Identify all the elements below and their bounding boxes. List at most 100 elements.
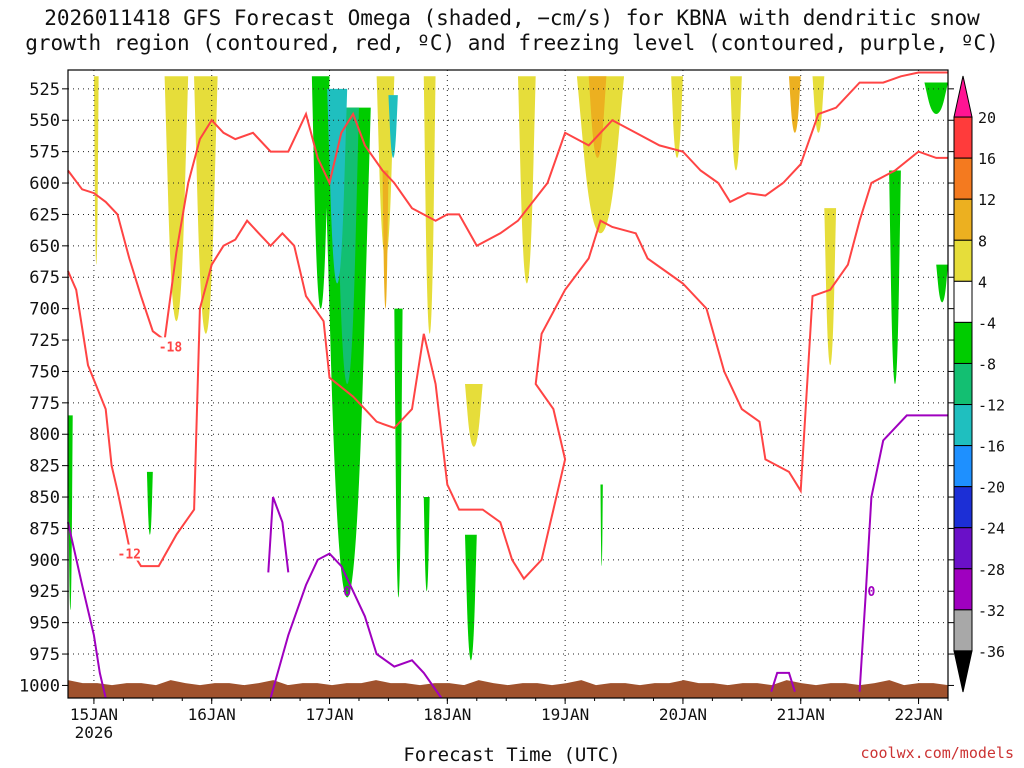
y-tick-label: 800: [29, 425, 60, 445]
colorbar-swatch: [953, 157, 973, 200]
colorbar-label: -36: [978, 643, 1005, 661]
freezing-contour-line-0: [67, 521, 107, 699]
x-axis-label: Forecast Time (UTC): [403, 744, 621, 766]
colorbar-swatch: [953, 321, 973, 364]
omega-shade-9: [812, 76, 825, 133]
omega-shade-23: [889, 170, 901, 384]
y-tick-label: 575: [29, 143, 60, 163]
y-tick-label: 950: [29, 614, 60, 634]
colorbar-swatch: [953, 404, 973, 447]
omega-shade-8: [730, 76, 742, 171]
colorbar-top-arrow: [953, 75, 973, 118]
omega-shade-17: [394, 308, 403, 598]
omega-shade-2: [194, 76, 218, 334]
x-tick-label: 21JAN: [777, 705, 825, 724]
y-tick-label: 600: [29, 174, 60, 194]
y-tick-label: 850: [29, 488, 60, 508]
freezing-contour-line-1: [269, 552, 443, 699]
y-tick-label: 925: [29, 582, 60, 602]
colorbar-swatch: [953, 239, 973, 282]
colorbar-label: -32: [978, 602, 1005, 620]
y-tick-label: 750: [29, 362, 60, 382]
chart-title-line-1: 2026011418 GFS Forecast Omega (shaded, −…: [44, 6, 980, 30]
omega-shade-28: [388, 95, 398, 158]
x-tick-sublabel: 2026: [75, 723, 114, 742]
colorbar-swatch: [953, 527, 973, 570]
y-tick-label: 700: [29, 300, 60, 320]
omega-shade-19: [465, 534, 477, 661]
y-tick-label: 525: [29, 80, 60, 100]
omega-shade-20: [68, 415, 73, 611]
colorbar-swatch: [953, 445, 973, 488]
omega-shading: [68, 76, 948, 661]
colorbar-label: -24: [978, 520, 1005, 538]
omega-shade-11: [465, 384, 483, 447]
y-tick-label: 775: [29, 394, 60, 414]
x-tick-label: 18JAN: [423, 705, 471, 724]
colorbar-label: -16: [978, 438, 1005, 456]
colorbar-label: -8: [978, 355, 996, 373]
colorbar-label: -20: [978, 479, 1005, 497]
x-axis: 15JAN 16JAN 17JAN 18JAN 19JAN 20JAN 21JAN 22JAN…: [70, 698, 949, 742]
colorbar-swatch: [953, 486, 973, 529]
freezing-contour-line-2: [267, 496, 290, 573]
y-axis: 525 550 575 600 625 650 675 700 725 750 775 800 825 8…: [19, 80, 954, 696]
terrain-fill: [68, 675, 948, 698]
colorbar-label: 20: [978, 109, 996, 127]
colorbar-label: -28: [978, 561, 1005, 579]
credit-text: coolwx.com/models: [860, 744, 1014, 762]
colorbar-label: 16: [978, 150, 996, 168]
x-tick-label: 22JAN: [894, 705, 942, 724]
colorbar: 20 16 12 8 4 -4 -8 -12 -16 -20 -24 -28 -32 -36: [953, 75, 1005, 693]
colorbar-swatch: [953, 609, 973, 652]
colorbar-label: -12: [978, 397, 1005, 415]
freezing-contour-line-4: [770, 671, 796, 692]
y-tick-label: 825: [29, 457, 60, 477]
omega-shade-5: [518, 76, 536, 284]
colorbar-label: 4: [978, 273, 987, 291]
dgz-contour-line-0: [67, 71, 948, 342]
omega-shade-27: [327, 88, 348, 284]
y-tick-label: 1000: [19, 676, 60, 696]
omega-shade-14: [788, 76, 801, 133]
terrain-surface: [68, 675, 948, 698]
freezing-contour-label: 0: [343, 585, 351, 600]
omega-shade-22: [600, 484, 603, 567]
omega-shade-7: [671, 76, 683, 158]
dgz-label-bg: [115, 544, 144, 561]
y-tick-label: 625: [29, 205, 60, 225]
colorbar-bottom-arrow: [953, 650, 973, 693]
colorbar-swatch: [953, 362, 973, 406]
dgz-contour-line-1: [67, 150, 948, 581]
grid-lines: [68, 70, 948, 698]
omega-shade-12: [382, 170, 389, 309]
omega-shade-4: [423, 76, 436, 334]
omega-shade-10: [824, 208, 837, 366]
omega-shade-13: [588, 76, 607, 158]
colorbar-swatch: [953, 116, 973, 159]
omega-shade-21: [146, 471, 153, 535]
omega-shade-1: [164, 76, 189, 322]
colorbar-swatch: [953, 568, 973, 611]
freezing-contour-line-3: [858, 414, 948, 692]
omega-shade-24: [924, 82, 948, 114]
colorbar-swatch: [953, 280, 973, 323]
x-tick-label: 16JAN: [188, 705, 236, 724]
chart-title-line-2: growth region (contoured, red, ºC) and f…: [25, 31, 999, 55]
colorbar-label: 12: [978, 191, 996, 209]
y-tick-label: 725: [29, 331, 60, 351]
omega-shade-6: [576, 76, 625, 234]
y-tick-label: 975: [29, 645, 60, 665]
x-tick-label: 20JAN: [659, 705, 707, 724]
freezing-contour-label: 0: [868, 585, 876, 600]
omega-shade-18: [423, 497, 430, 592]
x-tick-label: 15JAN: [70, 705, 118, 724]
colorbar-label: 8: [978, 232, 987, 250]
omega-shade-25: [936, 264, 948, 303]
y-tick-label: 900: [29, 551, 60, 571]
colorbar-swatch: [953, 198, 973, 241]
omega-shade-0: [93, 76, 99, 265]
plot-frame: [67, 69, 949, 699]
